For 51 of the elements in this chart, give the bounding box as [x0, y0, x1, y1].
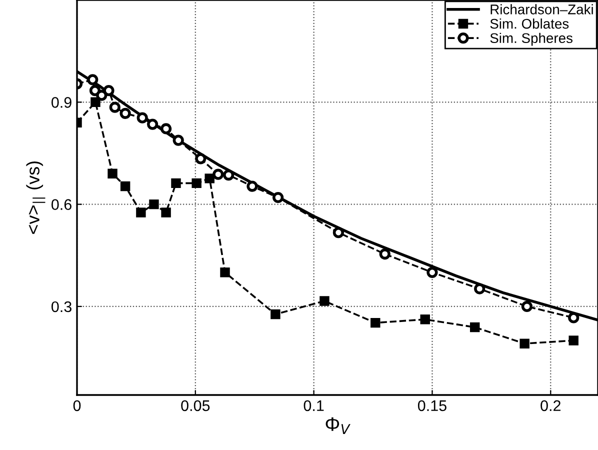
point	[149, 199, 159, 210]
point	[379, 248, 390, 260]
y-tick-label: 0.9	[52, 97, 72, 108]
point	[426, 266, 438, 278]
point	[120, 108, 131, 119]
legend-label: Sim. Spheres	[490, 32, 572, 46]
point	[212, 168, 224, 180]
point	[90, 97, 100, 108]
point	[160, 123, 172, 134]
x-tick-label: 0.05	[181, 400, 210, 412]
point	[521, 300, 533, 312]
y-tick-label: 0.6	[52, 199, 72, 210]
point	[223, 169, 234, 181]
x-axis-title: Φ$_{V}$	[326, 417, 350, 434]
point	[172, 134, 184, 146]
point	[246, 180, 258, 192]
y-tick-label: 0.3	[52, 301, 72, 312]
point	[270, 309, 280, 320]
point	[474, 283, 486, 294]
point	[103, 85, 114, 96]
point	[195, 153, 206, 164]
point	[87, 74, 98, 86]
point	[320, 296, 330, 306]
point	[220, 268, 230, 278]
point	[108, 168, 118, 179]
legend-label: Richardson–Zaki	[490, 4, 593, 14]
y-axis-title: <v>$_{||}$ (vs)	[26, 162, 46, 234]
point	[146, 118, 158, 130]
legend-label: Sim. Oblates	[490, 18, 569, 29]
point	[470, 322, 480, 332]
point	[520, 338, 530, 348]
point	[136, 112, 148, 124]
point	[370, 318, 380, 328]
point	[89, 85, 101, 96]
point	[568, 312, 580, 324]
point	[332, 227, 344, 238]
point	[171, 178, 181, 188]
point	[120, 181, 130, 192]
point	[109, 102, 120, 113]
x-tick-label: 0.15	[418, 400, 446, 412]
point	[272, 192, 284, 204]
point	[568, 336, 578, 346]
point	[420, 314, 430, 324]
point	[192, 178, 202, 188]
point	[161, 208, 171, 218]
point	[136, 208, 146, 218]
x-tick-label: 0	[73, 400, 81, 412]
point	[204, 174, 214, 184]
point	[96, 90, 108, 101]
x-tick-label: 0.1	[304, 400, 324, 412]
x-tick-label: 0.2	[540, 400, 560, 412]
